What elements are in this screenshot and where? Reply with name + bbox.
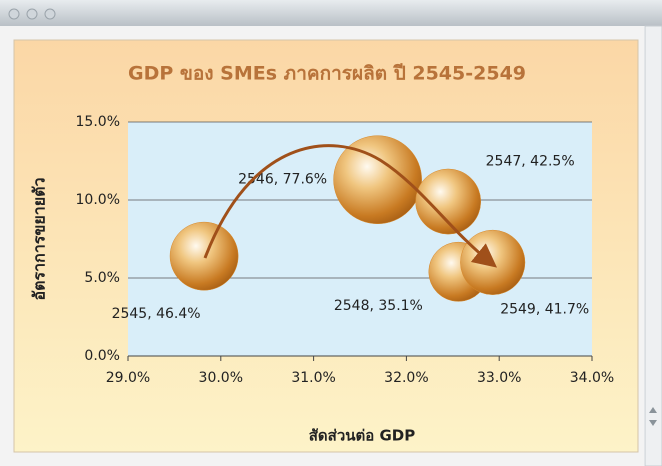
x-tick-label: 31.0% (291, 370, 335, 386)
data-label: 2546, 77.6% (238, 172, 327, 188)
y-tick-label: 10.0% (76, 192, 120, 208)
scrollbar[interactable] (644, 25, 662, 466)
bubble (333, 135, 422, 225)
window-button[interactable] (26, 8, 38, 20)
bubble (415, 168, 482, 235)
data-label: 2547, 42.5% (486, 154, 575, 170)
y-tick-label: 15.0% (76, 114, 120, 130)
x-tick-label: 33.0% (477, 370, 521, 386)
x-tick-label: 32.0% (384, 370, 428, 386)
y-tick-label: 0.0% (84, 348, 120, 364)
bubble (169, 221, 239, 291)
title-bar (0, 0, 662, 26)
data-label: 2548, 35.1% (334, 298, 423, 314)
x-tick-label: 29.0% (106, 370, 150, 386)
x-tick-label: 34.0% (570, 370, 614, 386)
y-axis-label: อัตราการขยายตัว (30, 178, 49, 301)
bubble (460, 229, 526, 295)
data-label: 2549, 41.7% (500, 301, 589, 317)
trend-arrow (203, 144, 498, 268)
x-tick-label: 30.0% (199, 370, 243, 386)
scroll-arrows[interactable] (649, 407, 657, 426)
data-label: 2545, 46.4% (112, 306, 201, 322)
chart-title: GDP ของ SMEs ภาคการผลิต ปี 2545-2549 (128, 63, 526, 85)
window-button[interactable] (44, 8, 56, 20)
x-axis-label: สัดส่วนต่อ GDP (309, 427, 415, 445)
y-tick-label: 5.0% (84, 270, 120, 286)
window-button[interactable] (8, 8, 20, 20)
chart: GDP ของ SMEs ภาคการผลิต ปี 2545-2549 สัด… (30, 63, 615, 445)
